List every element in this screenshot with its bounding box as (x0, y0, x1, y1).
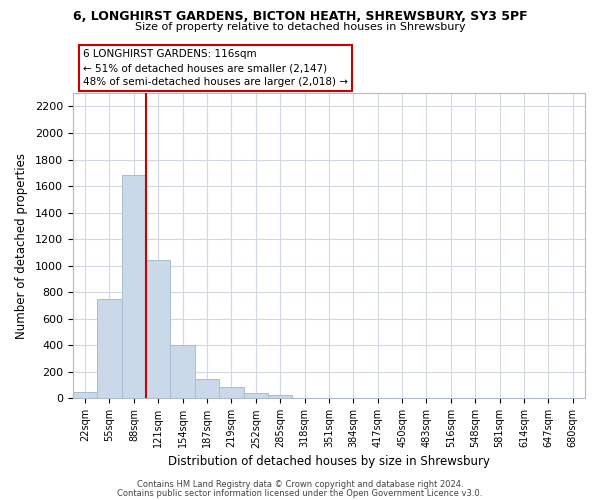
Bar (219, 388, 244, 398)
Bar (170, 344, 195, 399)
Bar (268, 395, 292, 398)
Text: Contains public sector information licensed under the Open Government Licence v3: Contains public sector information licen… (118, 488, 482, 498)
Y-axis label: Number of detached properties: Number of detached properties (15, 153, 28, 339)
Bar (146, 260, 170, 398)
Text: Contains HM Land Registry data © Crown copyright and database right 2024.: Contains HM Land Registry data © Crown c… (137, 480, 463, 489)
Bar (122, 176, 146, 398)
Bar (244, 393, 268, 398)
Bar (97, 299, 122, 398)
Text: 6, LONGHIRST GARDENS, BICTON HEATH, SHREWSBURY, SY3 5PF: 6, LONGHIRST GARDENS, BICTON HEATH, SHRE… (73, 10, 527, 23)
X-axis label: Distribution of detached houses by size in Shrewsbury: Distribution of detached houses by size … (168, 454, 490, 468)
Text: 6 LONGHIRST GARDENS: 116sqm
← 51% of detached houses are smaller (2,147)
48% of : 6 LONGHIRST GARDENS: 116sqm ← 51% of det… (83, 49, 348, 87)
Bar (195, 378, 219, 398)
Text: Size of property relative to detached houses in Shrewsbury: Size of property relative to detached ho… (134, 22, 466, 32)
Bar (73, 392, 97, 398)
